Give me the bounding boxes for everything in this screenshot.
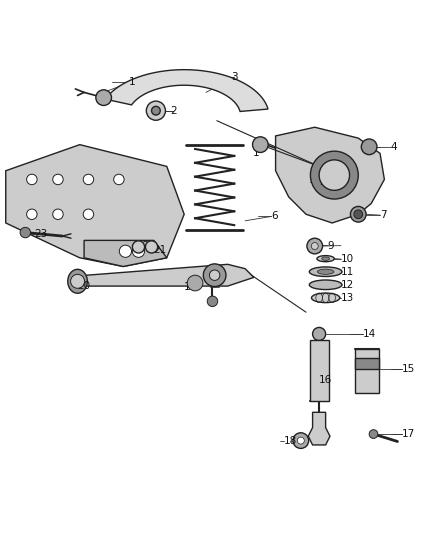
Circle shape xyxy=(96,90,112,106)
Text: 2: 2 xyxy=(170,106,177,116)
Circle shape xyxy=(253,137,268,152)
Ellipse shape xyxy=(318,269,334,274)
Circle shape xyxy=(53,209,63,220)
Text: 7: 7 xyxy=(380,210,387,220)
Circle shape xyxy=(132,241,145,253)
Text: 3: 3 xyxy=(231,72,237,82)
Ellipse shape xyxy=(68,269,87,293)
Text: 11: 11 xyxy=(341,267,354,277)
Text: 13: 13 xyxy=(341,293,354,303)
Ellipse shape xyxy=(311,293,340,303)
Polygon shape xyxy=(105,70,268,111)
Circle shape xyxy=(71,274,85,288)
Circle shape xyxy=(311,151,358,199)
Ellipse shape xyxy=(322,257,329,261)
Polygon shape xyxy=(75,264,254,286)
Circle shape xyxy=(354,210,363,219)
Circle shape xyxy=(119,245,131,257)
Text: 8: 8 xyxy=(205,266,212,276)
Circle shape xyxy=(207,296,218,306)
Bar xyxy=(355,358,379,369)
Circle shape xyxy=(27,209,37,220)
Circle shape xyxy=(187,275,203,291)
Text: 4: 4 xyxy=(391,142,398,152)
Circle shape xyxy=(307,238,322,254)
Polygon shape xyxy=(276,127,385,223)
Circle shape xyxy=(53,174,63,184)
Circle shape xyxy=(297,437,304,444)
Polygon shape xyxy=(6,144,184,266)
Circle shape xyxy=(114,174,124,184)
Text: 16: 16 xyxy=(319,375,332,385)
Circle shape xyxy=(152,107,160,115)
Circle shape xyxy=(369,430,378,439)
Circle shape xyxy=(83,209,94,220)
Text: 12: 12 xyxy=(341,280,354,290)
Polygon shape xyxy=(84,240,167,266)
Text: 22: 22 xyxy=(136,240,149,251)
Text: 10: 10 xyxy=(341,254,354,264)
Text: 21: 21 xyxy=(154,245,167,255)
Circle shape xyxy=(209,270,220,280)
Circle shape xyxy=(361,139,377,155)
Circle shape xyxy=(27,174,37,184)
Text: 23: 23 xyxy=(34,229,47,239)
Circle shape xyxy=(350,206,366,222)
Circle shape xyxy=(311,243,318,249)
Text: 18: 18 xyxy=(284,435,297,446)
Text: 15: 15 xyxy=(402,364,415,374)
Circle shape xyxy=(145,241,158,253)
Text: 19: 19 xyxy=(184,282,198,292)
Circle shape xyxy=(132,245,145,257)
Circle shape xyxy=(313,327,325,341)
Circle shape xyxy=(146,101,166,120)
Ellipse shape xyxy=(309,267,342,277)
Circle shape xyxy=(83,174,94,184)
Text: 1: 1 xyxy=(253,148,259,158)
Circle shape xyxy=(20,228,31,238)
Text: 14: 14 xyxy=(363,329,376,339)
Text: 9: 9 xyxy=(328,240,335,251)
Circle shape xyxy=(319,160,350,190)
Text: 5: 5 xyxy=(319,176,326,187)
Text: 6: 6 xyxy=(271,212,278,221)
Bar xyxy=(355,349,379,393)
Circle shape xyxy=(293,433,309,448)
Circle shape xyxy=(203,264,226,287)
Bar xyxy=(310,341,328,401)
Ellipse shape xyxy=(309,280,342,289)
Ellipse shape xyxy=(317,256,334,262)
Text: 17: 17 xyxy=(402,429,415,439)
Text: 20: 20 xyxy=(78,281,91,291)
Text: 1: 1 xyxy=(129,77,135,86)
Polygon shape xyxy=(308,413,330,445)
